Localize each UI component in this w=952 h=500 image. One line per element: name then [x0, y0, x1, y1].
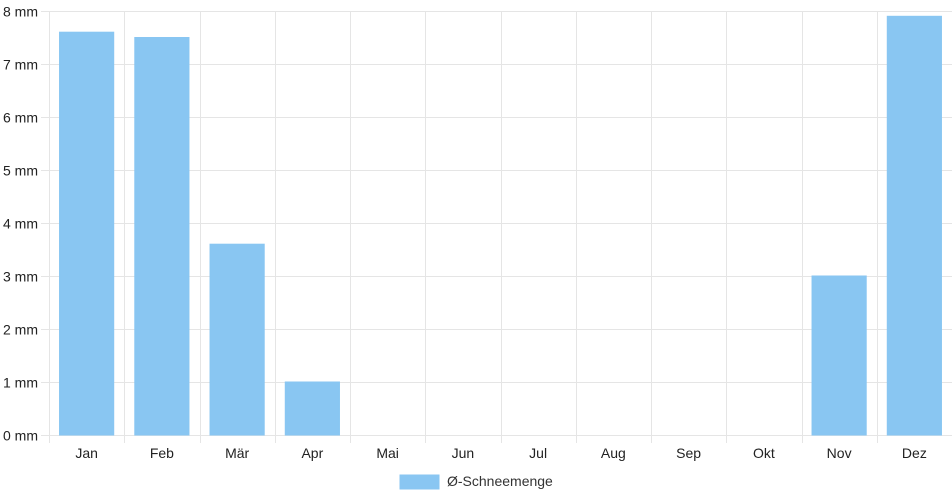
y-tick-label: 2 mm: [3, 322, 38, 338]
legend[interactable]: Ø-Schneemenge: [399, 473, 553, 490]
x-tick-label: Dez: [902, 445, 927, 461]
y-tick-label: 8 mm: [3, 4, 38, 20]
y-tick-label: 0 mm: [3, 428, 38, 444]
x-tick-label: Apr: [301, 445, 323, 461]
y-tick-label: 3 mm: [3, 269, 38, 285]
x-axis-tick-labels: Jan Feb Mär Apr Mai Jun Jul Aug Sep Okt Nov Dez: [75, 445, 926, 461]
x-tick-label: Okt: [753, 445, 775, 461]
grid-lines: [41, 11, 952, 443]
bar-mär[interactable]: [209, 243, 265, 436]
x-tick-label: Feb: [150, 445, 174, 461]
x-tick-label: Nov: [827, 445, 852, 461]
x-tick-label: Sep: [676, 445, 701, 461]
y-tick-label: 1 mm: [3, 375, 38, 391]
y-tick-label: 4 mm: [3, 216, 38, 232]
x-tick-label: Mai: [376, 445, 399, 461]
bar-dez[interactable]: [886, 15, 942, 436]
y-tick-label: 5 mm: [3, 163, 38, 179]
y-axis-tick-labels: 0 mm 1 mm 2 mm 3 mm 4 mm 5 mm 6 mm 7 mm 8 mm: [3, 4, 38, 444]
bar-jan[interactable]: [59, 31, 115, 436]
bar-apr[interactable]: [284, 381, 340, 436]
bar-nov[interactable]: [811, 275, 867, 436]
x-tick-label: Aug: [601, 445, 626, 461]
x-tick-label: Mär: [225, 445, 249, 461]
x-tick-label: Jan: [75, 445, 98, 461]
x-tick-label: Jun: [452, 445, 475, 461]
y-tick-label: 6 mm: [3, 110, 38, 126]
x-tick-label: Jul: [529, 445, 547, 461]
y-tick-label: 7 mm: [3, 57, 38, 73]
bar-feb[interactable]: [134, 37, 190, 436]
bars: [59, 15, 942, 436]
legend-label[interactable]: Ø-Schneemenge: [447, 473, 553, 489]
legend-swatch[interactable]: [399, 474, 440, 490]
